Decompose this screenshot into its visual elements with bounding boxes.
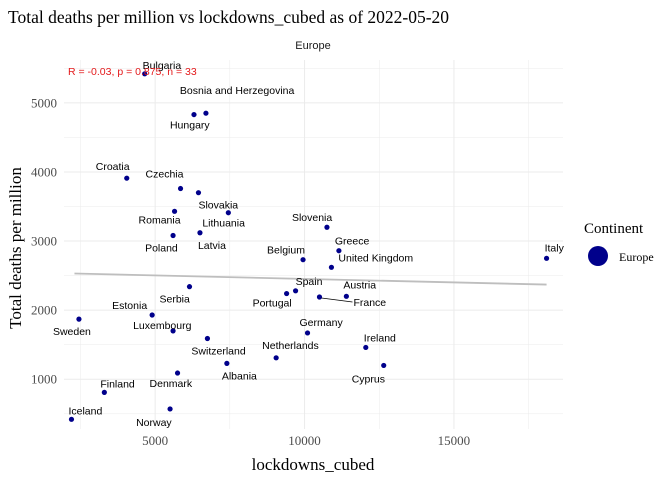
y-tick-label: 3000 — [31, 234, 57, 249]
axis-ticks: 5000 10000 15000 1000 2000 3000 4000 5000 — [31, 95, 470, 448]
point-label-hungary: Hungary — [170, 120, 210, 132]
points-layer — [68, 71, 550, 422]
point-label-cyprus: Cyprus — [352, 373, 385, 385]
point-label-czechia: Czechia — [146, 169, 184, 181]
point-hungary — [191, 111, 197, 118]
point-estonia — [149, 312, 155, 318]
point-label-ireland: Ireland — [364, 332, 396, 344]
point-label-switzerland: Switzerland — [191, 345, 245, 357]
point-switzerland — [204, 335, 211, 342]
point-belgium — [300, 257, 306, 263]
trend-line — [74, 272, 547, 286]
point-latvia — [197, 230, 203, 236]
y-axis-label: Total deaths per million — [6, 167, 25, 329]
legend-key-europe — [588, 246, 608, 266]
point-label-serbia: Serbia — [159, 294, 190, 306]
point-label-poland: Poland — [145, 243, 178, 255]
point-greece — [336, 248, 342, 254]
point-austria — [343, 293, 349, 299]
point-label-slovakia: Slovakia — [198, 200, 238, 212]
leader-line-france — [321, 297, 353, 303]
point-france — [316, 294, 323, 300]
point-czechia — [177, 185, 184, 192]
point-label-germany: Germany — [300, 317, 344, 329]
facet-label: Europe — [295, 40, 330, 52]
point-ireland — [363, 344, 369, 351]
point-label-norway: Norway — [136, 417, 172, 429]
point-romania — [171, 208, 178, 214]
point-label-finland: Finland — [100, 378, 135, 390]
x-tick-label: 10000 — [288, 433, 321, 448]
point-labels-layer: Bulgaria Bosnia and Herzegovina Hungary Cro… — [53, 60, 565, 429]
point-slovakia — [195, 190, 202, 196]
y-tick-label: 4000 — [31, 164, 57, 179]
point-label-portugal: Portugal — [253, 298, 292, 310]
point-albania — [224, 360, 230, 366]
x-axis-label: lockdowns_cubed — [252, 455, 375, 474]
x-tick-label: 15000 — [438, 433, 471, 448]
point-label-italy: Italy — [545, 242, 565, 254]
grid — [64, 60, 563, 429]
point-label-belgium: Belgium — [267, 245, 305, 257]
point-serbia — [186, 284, 193, 290]
point-cyprus — [381, 362, 387, 369]
point-poland — [170, 232, 176, 239]
point-united-kingdom — [328, 264, 335, 270]
point-label-bosnia-and-herzegovina: Bosnia and Herzegovina — [180, 85, 295, 97]
point-label-austria: Austria — [343, 279, 376, 291]
point-label-netherlands: Netherlands — [262, 340, 319, 352]
point-finland — [101, 389, 107, 395]
point-label-united-kingdom: United Kingdom — [338, 252, 413, 264]
chart-title: Total deaths per million vs lockdowns_cu… — [8, 7, 449, 27]
point-label-romania: Romania — [139, 214, 181, 226]
point-label-albania: Albania — [222, 370, 257, 382]
y-tick-label: 1000 — [31, 372, 57, 387]
point-germany — [304, 330, 311, 336]
point-label-latvia: Latvia — [198, 240, 226, 252]
point-label-france: France — [353, 297, 386, 309]
point-denmark — [174, 370, 181, 376]
legend-title: Continent — [584, 221, 644, 237]
point-label-greece: Greece — [335, 236, 370, 248]
legend: Continent Europe — [584, 221, 654, 266]
point-iceland — [68, 416, 75, 422]
correlation-annotation: R = -0.03, p = 0.875, n = 33 — [68, 66, 197, 78]
point-label-bulgaria: Bulgaria — [143, 60, 182, 72]
point-portugal — [284, 290, 290, 297]
legend-entry-europe: Europe — [619, 250, 654, 264]
point-label-sweden: Sweden — [53, 326, 91, 338]
point-label-slovenia: Slovenia — [292, 212, 332, 224]
point-netherlands — [273, 355, 279, 361]
point-label-denmark: Denmark — [150, 378, 193, 390]
point-label-luxembourg: Luxembourg — [133, 320, 192, 332]
x-tick-label: 5000 — [142, 433, 168, 448]
point-label-lithuania: Lithuania — [202, 218, 245, 230]
point-slovenia — [324, 224, 330, 230]
point-italy — [543, 255, 550, 261]
point-label-croatia: Croatia — [96, 161, 130, 173]
point-label-estonia: Estonia — [112, 300, 147, 312]
point-luxembourg — [170, 328, 176, 334]
point-bulgaria — [142, 71, 148, 77]
point-norway — [167, 406, 173, 412]
point-label-iceland: Iceland — [68, 405, 102, 417]
point-bosnia-and-herzegovina — [203, 110, 209, 116]
point-croatia — [124, 175, 130, 181]
y-tick-label: 5000 — [31, 95, 57, 110]
y-tick-label: 2000 — [31, 303, 57, 318]
point-sweden — [76, 316, 82, 322]
point-spain — [292, 288, 299, 294]
point-label-spain: Spain — [296, 276, 323, 288]
trend-line-layer — [74, 272, 547, 286]
point-lithuania — [225, 210, 231, 216]
